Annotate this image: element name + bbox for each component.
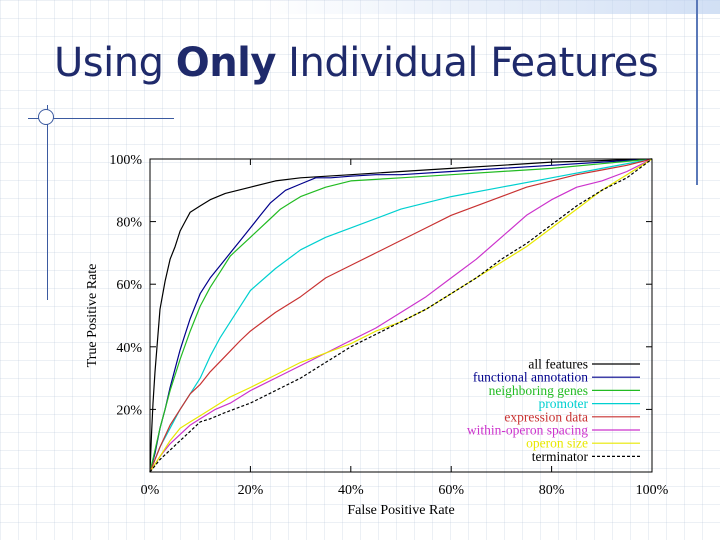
- legend-label: promoter: [539, 396, 589, 411]
- x-tick-label: 20%: [238, 483, 264, 498]
- top-gradient-band: [262, 0, 720, 14]
- legend-label: functional annotation: [473, 370, 588, 385]
- series-line: [149, 158, 653, 473]
- legend-label: within-operon spacing: [467, 423, 588, 438]
- x-tick-label: 0%: [141, 483, 160, 498]
- legend-label: operon size: [526, 436, 588, 451]
- y-tick-label: 80%: [116, 216, 142, 231]
- series-line: [149, 158, 653, 473]
- legend-label: terminator: [532, 449, 589, 464]
- y-tick-label: 60%: [116, 278, 142, 293]
- right-accent-line: [696, 0, 698, 185]
- slide-title-prefix: Using: [54, 40, 176, 86]
- y-tick-label: 100%: [109, 153, 142, 168]
- series-line: [149, 158, 653, 473]
- slide-title: Using Only Individual Features: [54, 40, 659, 86]
- y-axis-label: True Positive Rate: [85, 264, 100, 368]
- series-line: [149, 158, 653, 473]
- x-tick-label: 40%: [338, 483, 364, 498]
- y-tick-label: 20%: [116, 403, 142, 418]
- title-underline: [28, 118, 174, 119]
- legend-label: expression data: [504, 409, 588, 424]
- slide-title-suffix: Individual Features: [275, 40, 659, 86]
- legend-label: all features: [528, 357, 588, 372]
- legend-label: neighboring genes: [489, 383, 588, 398]
- title-rule-ring: [38, 109, 54, 125]
- title-vertical-rule: [47, 105, 48, 300]
- slide-title-emphasis: Only: [175, 40, 277, 86]
- plot-frame: [149, 158, 653, 473]
- x-axis-label: False Positive Rate: [347, 503, 454, 518]
- x-tick-label: 80%: [539, 483, 565, 498]
- x-tick-label: 100%: [636, 483, 669, 498]
- series-line: [149, 158, 653, 473]
- series-line: [149, 158, 653, 473]
- x-tick-label: 60%: [438, 483, 464, 498]
- y-tick-label: 40%: [116, 341, 142, 356]
- series-line: [149, 158, 653, 473]
